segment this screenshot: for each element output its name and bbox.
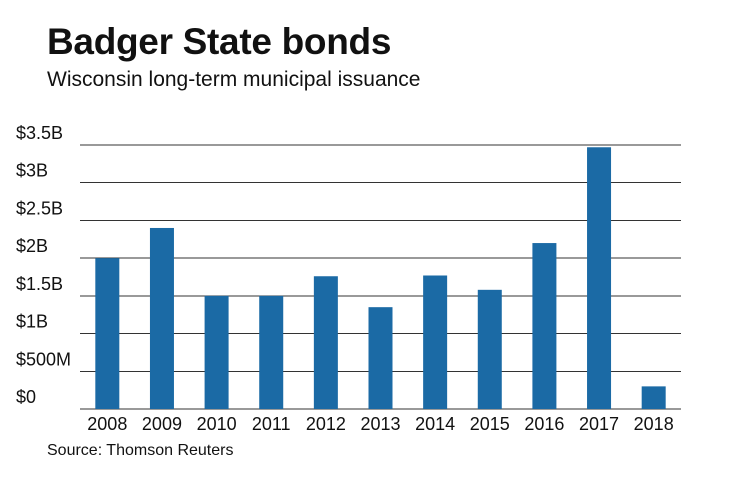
bar-2012 [313, 276, 338, 409]
x-tick-label: 2018 [634, 414, 674, 434]
y-tick-label: $1.5B [16, 274, 63, 294]
x-tick-label: 2008 [87, 414, 127, 434]
x-axis-tick-labels: 2008 2009 2010 2011 2012 2013 2014 2015 2016 2017… [87, 414, 673, 434]
y-tick-label: $1B [16, 312, 48, 332]
bar-2015 [477, 289, 502, 409]
x-tick-label: 2009 [142, 414, 182, 434]
y-tick-label: $0 [16, 387, 36, 407]
bar-2008 [95, 258, 120, 409]
chart-title: Badger State bonds [47, 21, 392, 62]
y-tick-label: $500M [16, 349, 71, 369]
bar-2016 [532, 243, 557, 409]
bar-2011 [259, 295, 284, 409]
source-note: Source: Thomson Reuters [47, 442, 234, 459]
x-tick-label: 2016 [524, 414, 564, 434]
x-tick-label: 2010 [197, 414, 237, 434]
x-tick-label: 2013 [360, 414, 400, 434]
bar-2014 [423, 275, 448, 409]
x-tick-label: 2017 [579, 414, 619, 434]
bar-2013 [368, 307, 393, 409]
x-tick-label: 2014 [415, 414, 455, 434]
y-tick-label: $2.5B [16, 198, 63, 218]
x-tick-label: 2012 [306, 414, 346, 434]
x-tick-label: 2015 [470, 414, 510, 434]
bars [95, 147, 666, 409]
y-tick-label: $3B [16, 161, 48, 181]
x-tick-label: 2011 [252, 414, 291, 434]
bar-2018 [641, 386, 666, 409]
y-axis-tick-labels: $0 $500M $1B $1.5B $2B $2.5B $3B $3.5B [16, 123, 71, 407]
y-tick-label: $3.5B [16, 123, 63, 143]
chart-subtitle: Wisconsin long-term municipal issuance [47, 68, 421, 91]
bar-2009 [149, 227, 174, 409]
bar-2010 [204, 295, 229, 409]
bar-2017 [587, 147, 612, 409]
y-tick-label: $2B [16, 236, 48, 256]
